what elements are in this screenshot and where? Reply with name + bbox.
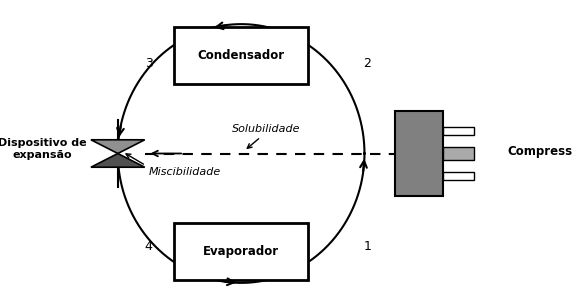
Text: Compressor: Compressor: [507, 146, 572, 158]
Text: 1: 1: [363, 240, 371, 253]
Text: 2: 2: [363, 57, 371, 70]
Text: Miscibilidade: Miscibilidade: [149, 167, 221, 177]
Bar: [174, 27, 308, 84]
Text: Evaporador: Evaporador: [203, 245, 279, 258]
Polygon shape: [91, 154, 145, 167]
Bar: [174, 223, 308, 280]
Text: Dispositivo de
expansão: Dispositivo de expansão: [0, 138, 86, 160]
Bar: [395, 111, 443, 196]
Text: 3: 3: [145, 57, 153, 70]
Bar: [443, 172, 474, 181]
Bar: [443, 147, 474, 160]
Text: Condensador: Condensador: [197, 49, 285, 62]
Text: Solubilidade: Solubilidade: [232, 124, 301, 134]
Bar: [443, 126, 474, 135]
Text: 4: 4: [145, 240, 153, 253]
Polygon shape: [91, 140, 145, 154]
